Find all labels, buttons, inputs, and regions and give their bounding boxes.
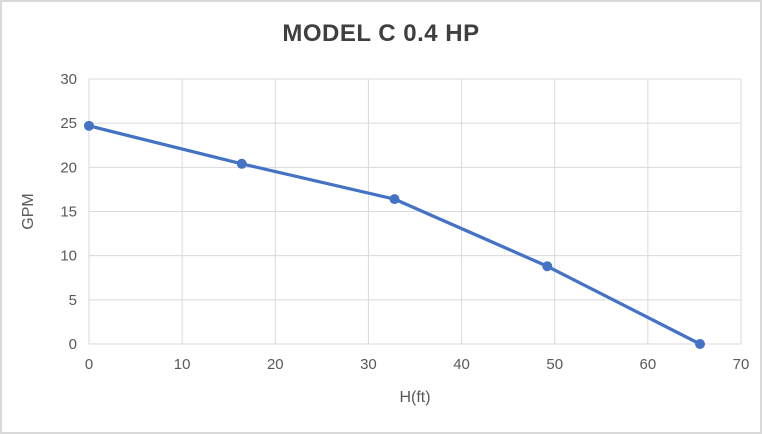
- data-point-marker: [695, 339, 706, 349]
- y-axis-tick-label: 25: [60, 115, 77, 132]
- chart-title: MODEL C 0.4 HP: [282, 20, 480, 47]
- x-axis-tick-label: 70: [733, 356, 750, 373]
- series-line: [87, 124, 702, 346]
- y-axis-tick-label: 20: [60, 159, 77, 176]
- y-axis-tick-label: 15: [60, 204, 77, 221]
- y-axis-tick-label: 10: [60, 248, 77, 265]
- x-axis-tick-label: 50: [546, 356, 563, 373]
- y-axis-title: GPM: [20, 193, 37, 229]
- y-axis-tick-label: 30: [60, 71, 77, 88]
- x-axis-tick-label: 60: [640, 356, 657, 373]
- x-axis-tick-label: 0: [85, 356, 93, 373]
- data-point-marker: [84, 120, 94, 131]
- x-axis-tick-label: 40: [453, 356, 470, 373]
- x-axis-title: H(ft): [399, 389, 430, 406]
- x-axis-tick-label: 10: [174, 356, 191, 373]
- x-axis-tick-label: 30: [360, 356, 377, 373]
- data-point-marker: [389, 194, 400, 205]
- y-axis-tick-label: 5: [69, 292, 77, 309]
- data-point-marker: [542, 261, 553, 272]
- y-axis-tick-label: 0: [69, 336, 77, 353]
- data-point-marker: [236, 158, 247, 169]
- x-axis-tick-label: 20: [267, 356, 284, 373]
